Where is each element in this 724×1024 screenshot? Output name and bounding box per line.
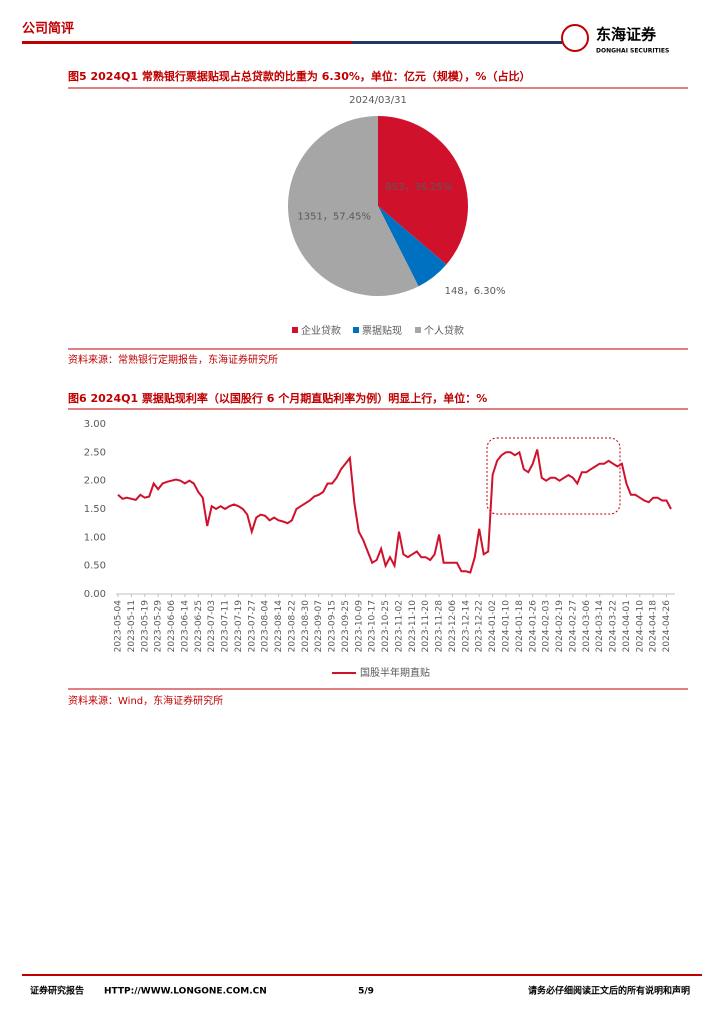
y-tick-label: 1.00 <box>84 532 106 543</box>
line-series <box>117 449 672 574</box>
source: 资料来源：常熟银行定期报告，东海证券研究所 <box>68 353 278 366</box>
figure-title: 图5 2024Q1 常熟银行票据贴现占总贷款的比重为 6.30%，单位：亿元（规… <box>68 69 530 83</box>
pie-slice <box>378 206 447 287</box>
y-tick-label: 2.00 <box>84 476 106 487</box>
x-tick-label: 2023-08-30 <box>301 600 311 653</box>
legend-swatch <box>292 327 298 333</box>
y-tick-label: 0.50 <box>84 561 106 572</box>
legend-label: 个人贷款 <box>424 324 464 337</box>
x-tick-label: 2024-04-26 <box>662 600 672 653</box>
x-tick-label: 2023-05-04 <box>114 600 124 653</box>
x-tick-label: 2024-01-02 <box>488 600 498 652</box>
x-tick-label: 2023-06-25 <box>194 600 204 652</box>
pie-subtitle: 2024/03/31 <box>349 95 407 106</box>
x-tick-label: 2023-07-11 <box>221 600 231 652</box>
x-tick-label: 2023-09-25 <box>341 600 351 652</box>
x-tick-label: 2024-04-10 <box>635 600 645 653</box>
footer-url: HTTP://WWW.LONGONE.COM.CN <box>104 987 267 997</box>
data-label: 1351，57.45% <box>297 211 371 222</box>
data-label: 853，36.25% <box>385 182 452 193</box>
x-tick-label: 2024-02-03 <box>542 600 552 652</box>
x-tick-label: 2023-06-14 <box>180 600 190 653</box>
logo-en: DONGHAI SECURITIES <box>596 48 669 55</box>
x-tick-label: 2023-10-17 <box>368 600 378 652</box>
figure-title: 图6 2024Q1 票据贴现利率（以国股行 6 个月期直贴利率为例）明显上行，单… <box>68 391 487 405</box>
highlight-box <box>486 437 621 515</box>
y-tick-label: 0.00 <box>84 589 106 600</box>
x-tick-label: 2024-04-18 <box>649 600 659 653</box>
x-tick-label: 2024-03-22 <box>609 600 619 652</box>
y-tick-label: 3.00 <box>84 419 106 430</box>
x-tick-label: 2024-01-10 <box>501 600 511 653</box>
x-tick-label: 2024-02-27 <box>568 600 578 652</box>
data-label: 148，6.30% <box>445 286 506 297</box>
x-tick-label: 2024-03-06 <box>582 600 592 653</box>
x-tick-label: 2024-01-26 <box>528 600 538 653</box>
section-name: 公司简评 <box>22 21 74 37</box>
x-tick-label: 2023-06-06 <box>167 600 177 653</box>
x-tick-label: 2023-08-04 <box>261 600 271 653</box>
x-tick-label: 2023-05-29 <box>154 600 164 653</box>
source: 资料来源：Wind，东海证券研究所 <box>68 694 223 707</box>
pie-slice <box>288 116 419 296</box>
x-tick-label: 2023-12-06 <box>448 600 458 653</box>
x-tick-label: 2023-11-28 <box>435 600 445 653</box>
x-tick-label: 2023-08-14 <box>274 600 284 653</box>
y-tick-label: 2.50 <box>84 447 106 458</box>
legend-swatch <box>353 327 359 333</box>
logo-cn: 东海证券 <box>596 26 657 44</box>
legend-label: 企业贷款 <box>301 324 341 337</box>
footer-label: 证券研究报告 <box>30 985 84 997</box>
footer-notice: 请务必仔细阅读正文后的所有说明和声明 <box>528 985 690 997</box>
legend-swatch <box>415 327 421 333</box>
x-tick-label: 2023-07-27 <box>247 600 257 652</box>
x-tick-label: 2023-11-20 <box>421 600 431 653</box>
x-tick-label: 2023-07-03 <box>207 600 217 652</box>
x-tick-label: 2024-04-01 <box>622 600 632 652</box>
x-tick-label: 2023-12-22 <box>475 600 485 652</box>
x-tick-label: 2023-05-19 <box>140 600 150 653</box>
x-tick-label: 2024-03-14 <box>595 600 605 653</box>
x-tick-label: 2023-11-10 <box>408 600 418 653</box>
header-bar <box>22 41 352 44</box>
y-tick-label: 1.50 <box>84 504 106 515</box>
x-tick-label: 2024-02-19 <box>555 600 565 653</box>
x-tick-label: 2023-10-25 <box>381 600 391 652</box>
logo-mark <box>561 24 589 52</box>
legend-label: 票据贴现 <box>362 324 402 337</box>
x-tick-label: 2023-08-22 <box>287 600 297 652</box>
x-tick-label: 2023-09-15 <box>328 600 338 652</box>
x-tick-label: 2023-07-19 <box>234 600 244 653</box>
x-tick-label: 2023-12-14 <box>461 600 471 653</box>
x-tick-label: 2024-01-18 <box>515 600 525 653</box>
pie-slice <box>378 116 469 265</box>
x-tick-label: 2023-11-02 <box>394 600 404 652</box>
x-tick-label: 2023-10-09 <box>354 600 364 653</box>
x-tick-label: 2023-09-07 <box>314 600 324 652</box>
header-bar <box>352 41 562 44</box>
page-number: 5/9 <box>358 987 374 997</box>
legend-label: 国股半年期直贴 <box>360 666 430 679</box>
x-tick-label: 2023-05-11 <box>127 600 137 652</box>
